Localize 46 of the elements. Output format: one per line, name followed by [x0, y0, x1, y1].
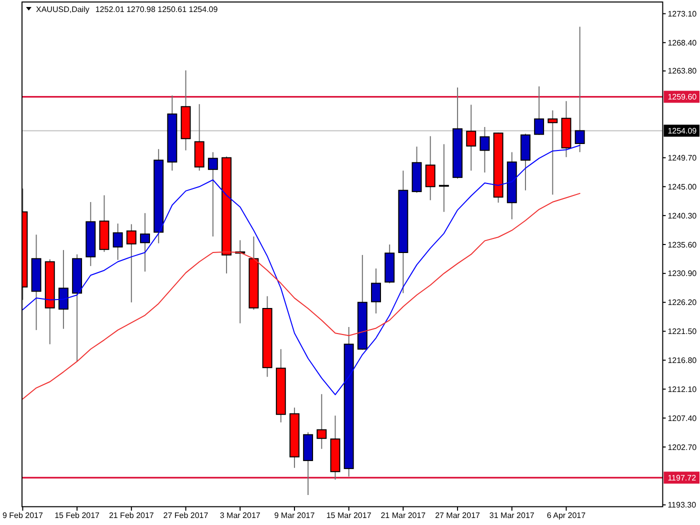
- x-tick-label: 31 Mar 2017: [489, 511, 535, 520]
- y-tick-label: 1230.90: [668, 269, 698, 278]
- y-tick-label: 1207.40: [668, 414, 698, 423]
- y-tick-label: 1216.80: [668, 356, 698, 366]
- x-tick-label: 3 Mar 2017: [220, 511, 261, 520]
- x-tick-label: 21 Feb 2017: [108, 511, 154, 520]
- ref-line-label: 1259.60: [668, 92, 698, 102]
- y-tick-label: 1245.00: [668, 182, 698, 192]
- candlestick: [371, 268, 381, 314]
- y-tick-label: 1273.10: [668, 9, 698, 18]
- candlestick: [466, 104, 476, 172]
- y-tick-label: 1268.40: [668, 38, 698, 48]
- chart-title: XAUUSD,Daily: [36, 4, 90, 14]
- candlestick: [126, 224, 136, 303]
- y-tick-label: 1240.30: [668, 211, 698, 220]
- candlestick: [480, 126, 490, 173]
- ref-line-label: 1197.72: [668, 473, 697, 482]
- candlestick: [112, 223, 123, 260]
- y-tick-label: 1202.70: [668, 442, 698, 452]
- x-tick-label: 6 Apr 2017: [546, 511, 586, 520]
- ref-line-label: 1254.09: [668, 126, 698, 136]
- candlestick: [208, 152, 218, 237]
- line-series: [22, 192, 580, 400]
- x-tick-label: 15 Feb 2017: [54, 511, 100, 520]
- candlestick: [140, 212, 150, 272]
- chart-subtitle: 1252.01 1270.98 1250.61 1254.09: [95, 4, 218, 14]
- x-tick-label: 27 Mar 2017: [435, 511, 481, 520]
- candlestick: [574, 26, 585, 153]
- y-tick-label: 1221.50: [668, 327, 698, 336]
- candlestick: [58, 250, 68, 330]
- x-tick-label: 27 Feb 2017: [163, 511, 209, 520]
- y-tick-label: 1212.10: [668, 384, 698, 394]
- candlestick: [425, 136, 436, 201]
- candlestick: [534, 86, 544, 136]
- candlestick: [548, 110, 558, 196]
- x-tick-label: 21 Mar 2017: [380, 511, 426, 520]
- y-tick-label: 1235.60: [668, 240, 698, 250]
- line-series: [22, 144, 580, 396]
- x-tick-label: 9 Mar 2017: [274, 511, 316, 520]
- y-tick-label: 1249.70: [668, 154, 698, 163]
- y-tick-label: 1226.20: [668, 298, 698, 308]
- candlestick: [316, 394, 327, 450]
- x-tick-label: 15 Mar 2017: [326, 511, 372, 520]
- y-tick-label: 1263.80: [668, 66, 698, 76]
- y-tick-label: 1193.30: [668, 500, 697, 510]
- x-tick-label: 9 Feb 2017: [2, 511, 44, 520]
